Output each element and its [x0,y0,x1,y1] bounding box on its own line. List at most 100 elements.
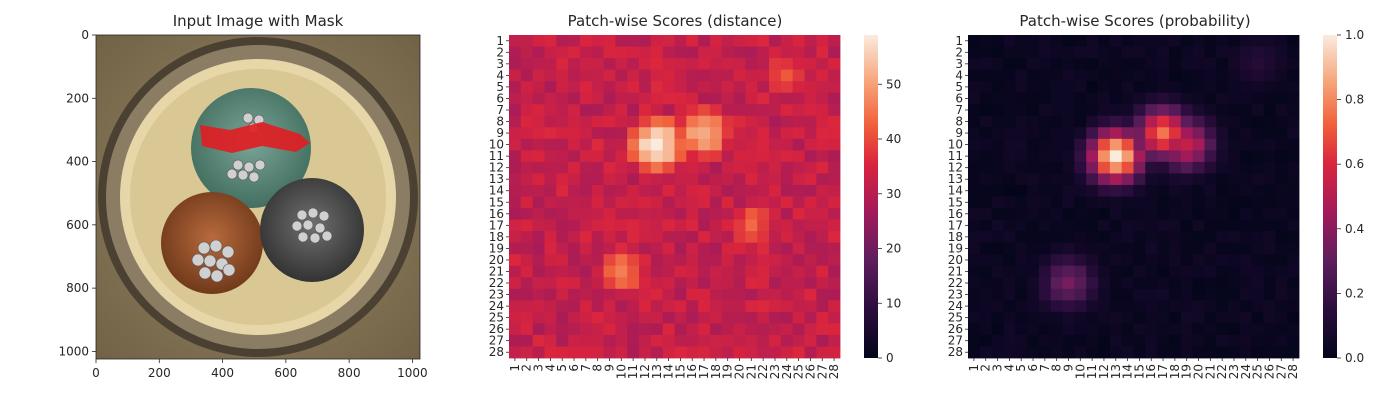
heatmap-cell [627,300,640,313]
heatmap-cell [792,254,805,267]
heatmap-cell [568,311,581,324]
heatmap-cell [1098,254,1111,267]
y-tick-label: 3 [955,57,963,71]
heatmap-cell [603,138,616,151]
y-tick-label: 10 [948,138,963,152]
heatmap-cell [1121,254,1134,267]
heatmap-cell [709,277,723,290]
heatmap-cell [1098,346,1111,359]
heatmap-cell [1038,265,1052,278]
heatmap-cell [1074,184,1087,197]
heatmap-cell [804,173,817,186]
heatmap-cell [780,104,794,117]
y-tick-label: 4 [955,68,963,82]
heatmap-cell [556,35,569,47]
heatmap-cell [1180,46,1194,59]
heatmap-cell [650,81,664,94]
heatmap-cell [769,161,782,174]
heatmap-cell [591,127,604,140]
heatmap-cell [1003,346,1016,359]
y-tick-label: 7 [955,103,963,117]
heatmap-cell [828,104,841,117]
heatmap-cell [698,208,711,220]
heatmap-cell [591,184,604,197]
heatmap-cell [1121,242,1134,255]
heatmap-cell [686,173,699,186]
heatmap-cell [709,127,723,140]
heatmap-cell [1086,323,1099,336]
heatmap-cell [792,115,805,128]
colorbar-tick-label: 0.4 [1345,222,1364,236]
heatmap-cell [1133,196,1146,209]
heatmap-cell [1050,311,1063,324]
heatmap-cell [615,300,628,313]
heatmap-cell [757,150,770,163]
heatmap-cell [780,115,794,128]
heatmap-cell [639,311,652,324]
heatmap-cell [721,184,735,197]
heatmap-cell [816,46,829,59]
heatmap-cell [804,300,817,313]
heatmap-cell [520,173,534,186]
x-tick-label: 23 [768,364,782,379]
heatmap-cell [1121,104,1134,117]
heatmap-cell [639,254,652,267]
heatmap-cell [686,254,699,267]
heatmap-cell [804,184,817,197]
heatmap-cell [1038,334,1052,347]
heatmap-cell [1192,265,1205,278]
heatmap-cell [1239,231,1253,244]
heatmap-cell [1015,115,1028,128]
heatmap-cell [1204,242,1217,255]
heatmap-cell [1062,35,1075,47]
heatmap-cell [532,138,545,151]
heatmap-cell [650,58,664,71]
heatmap-cell [1027,35,1040,47]
y-tick-label: 17 [489,218,504,232]
heatmap-cell [757,334,770,347]
heatmap-cell [568,161,581,174]
heatmap-cell [544,277,557,290]
heatmap-cell [828,81,841,94]
heatmap-cell [615,81,628,94]
heatmap-cell [603,231,616,244]
heatmap-cell [1074,242,1087,255]
heatmap-cell [828,161,841,174]
heatmap-cell [1109,242,1123,255]
x-tick-label: 27 [815,364,829,379]
heatmap-cell [733,231,746,244]
heatmap-cell [686,288,699,301]
heatmap-cell [520,115,534,128]
heatmap-cell [1038,184,1052,197]
heatmap-cell [1216,300,1229,313]
heatmap-cell [1015,277,1028,290]
heatmap-cell [1038,104,1052,117]
heatmap-cell [1015,150,1028,163]
heatmap-cell [1204,196,1217,209]
heatmap-cell [804,288,817,301]
heatmap-cell [792,242,805,255]
heatmap-cell [1192,288,1205,301]
heatmap-cell [1228,346,1241,359]
heatmap-cell [544,161,557,174]
heatmap-cell [615,265,628,278]
heatmap-cell [1145,35,1158,47]
heatmap-cell [556,184,569,197]
heatmap-cell [1074,231,1087,244]
heatmap-cell [1192,46,1205,59]
heatmap-cell [650,323,664,336]
heatmap-cell [1157,288,1170,301]
heatmap-cell [1157,254,1170,267]
probability-heatmap-title: Patch-wise Scores (probability) [1019,12,1250,30]
heatmap-cell [1027,115,1040,128]
heatmap-cell [615,242,628,255]
heatmap-cell [968,115,981,128]
heatmap-cell [1168,242,1182,255]
heatmap-cell [1228,254,1241,267]
heatmap-cell [709,334,723,347]
heatmap-cell [544,231,557,244]
heatmap-cell [686,138,699,151]
heatmap-cell [991,35,1004,47]
heatmap-cell [1027,265,1040,278]
heatmap-cell [603,35,616,47]
